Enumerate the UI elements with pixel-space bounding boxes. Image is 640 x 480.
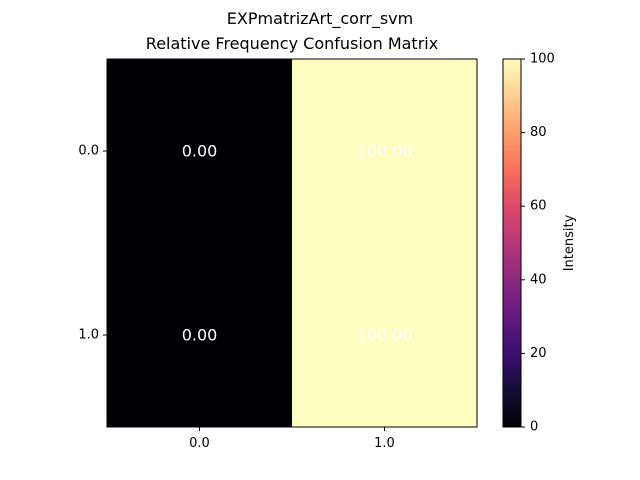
colorbar-tick-label: 80	[530, 125, 547, 140]
x-tick-label: 0.0	[189, 436, 210, 451]
colorbar-tick-label: 100	[530, 52, 555, 67]
colorbar-tick-label: 60	[530, 199, 547, 214]
cell-value-label: 0.00	[182, 326, 218, 345]
heatmap-cell	[107, 243, 293, 428]
y-axis-ticks: 0.0 1.0	[78, 144, 107, 343]
heatmap-cell	[292, 59, 478, 244]
colorbar-ticks: 0 20 40 60 80 100	[521, 52, 555, 435]
figure-suptitle: EXPmatrizArt_corr_svm	[227, 9, 413, 29]
heatmap-cell	[292, 243, 478, 428]
plot-frame	[106, 58, 478, 428]
x-axis-ticks: 0.0 1.0	[189, 427, 395, 451]
cell-value-label: 0.00	[182, 142, 218, 161]
colorbar-tick-label: 0	[530, 420, 538, 435]
y-tick-label: 0.0	[78, 144, 99, 159]
colorbar-tick-label: 20	[530, 346, 547, 361]
colorbar	[502, 58, 522, 428]
heatmap-cell	[107, 59, 293, 244]
cell-value-label: 100.00	[357, 326, 413, 345]
cell-value-label: 100.00	[357, 142, 413, 161]
y-tick-label: 1.0	[78, 328, 99, 343]
colorbar-tick-label: 40	[530, 272, 547, 287]
x-tick-label: 1.0	[374, 436, 395, 451]
heatmap-cells	[107, 59, 478, 428]
chart-title: Relative Frequency Confusion Matrix	[146, 34, 438, 53]
colorbar-label: Intensity	[562, 214, 577, 271]
heatmap-cell-labels: 0.00 100.00 0.00 100.00	[182, 142, 413, 345]
